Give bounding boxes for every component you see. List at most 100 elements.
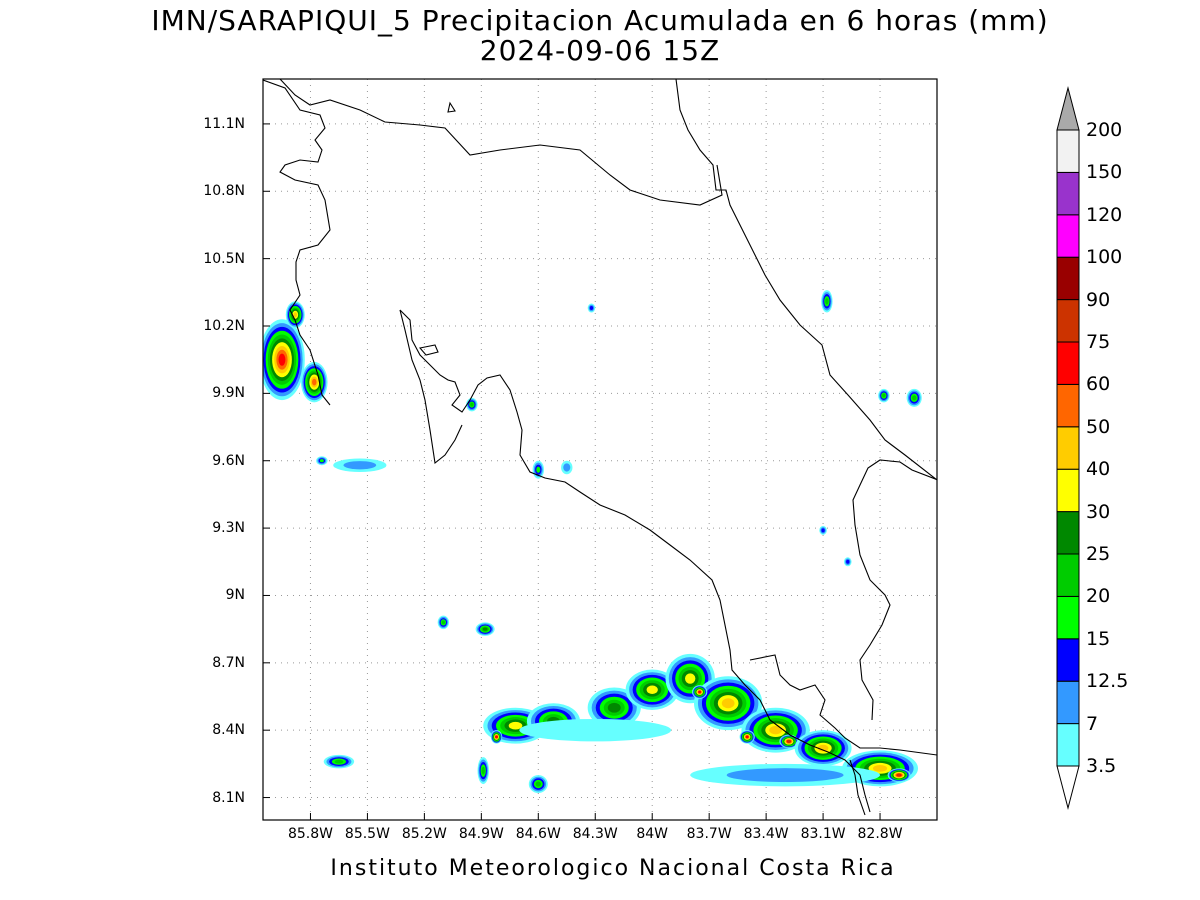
legend-swatch xyxy=(1056,383,1080,428)
legend-swatch xyxy=(1056,468,1080,513)
precip-contour xyxy=(293,312,298,318)
island xyxy=(418,344,439,356)
precip-contour xyxy=(312,378,317,386)
legend-swatch xyxy=(1056,680,1080,725)
map-frame xyxy=(262,78,938,821)
precip-cell xyxy=(693,676,763,731)
precip-cell xyxy=(690,763,881,787)
precip-contour xyxy=(441,620,445,625)
lon-tick-label: 85.2W xyxy=(401,826,447,842)
legend-level-label: 40 xyxy=(1086,458,1111,481)
lon-tick-label: 85.8W xyxy=(287,826,333,842)
legend-swatch xyxy=(1056,638,1080,682)
lat-tick-label: 10.8N xyxy=(203,183,245,200)
lat-tick-label: 9.9N xyxy=(212,385,245,402)
legend-swatch xyxy=(1056,341,1080,385)
precip-cell xyxy=(285,301,305,329)
precip-contour xyxy=(334,759,344,764)
legend-swatch xyxy=(1056,426,1080,470)
precip-contour xyxy=(519,718,672,742)
legend-level-label: 60 xyxy=(1086,373,1111,396)
precip-contour xyxy=(787,739,791,743)
precip-contour xyxy=(343,461,377,470)
precip-contour xyxy=(846,559,850,564)
lon-tick-label: 85.5W xyxy=(344,826,390,842)
precip-cell xyxy=(561,460,573,475)
lat-tick-label: 9N xyxy=(225,587,245,604)
precip-cell xyxy=(316,456,328,466)
lat-tick-label: 8.7N xyxy=(212,654,245,671)
legend-swatch xyxy=(1056,171,1080,216)
precip-contour xyxy=(470,402,474,407)
precip-cell xyxy=(779,734,799,749)
lon-tick-label: 84.6W xyxy=(515,826,561,842)
lon-tick-label: 84.3W xyxy=(572,826,618,842)
legend-level-label: 3.5 xyxy=(1086,755,1117,777)
precip-contour xyxy=(535,781,542,787)
lat-tick-label: 8.1N xyxy=(212,789,245,806)
nicoya-gulf-coast xyxy=(399,309,871,813)
lon-tick-label: 83.7W xyxy=(686,826,732,842)
legend-level-label: 25 xyxy=(1086,543,1111,565)
precip-cell xyxy=(587,687,641,728)
precip-cell xyxy=(843,557,852,567)
precip-contour xyxy=(872,765,888,772)
legend-level-label: 150 xyxy=(1086,161,1123,184)
lat-tick-label: 8.4N xyxy=(212,722,245,739)
legend-swatch xyxy=(1056,553,1080,597)
legend-level-label: 200 xyxy=(1086,119,1123,141)
legend-level-label: 15 xyxy=(1086,627,1111,650)
legend-lower-arrow xyxy=(1056,765,1080,810)
precip-contour xyxy=(897,773,901,777)
precip-cell xyxy=(466,397,478,412)
precip-contour xyxy=(769,726,782,735)
precip-cell xyxy=(477,757,489,785)
footer-credit: Instituto Meteorologico Nacional Costa R… xyxy=(330,856,896,881)
precip-contour xyxy=(646,685,658,695)
lat-tick-label: 11.1N xyxy=(203,115,245,132)
legend-level-label: 7 xyxy=(1086,712,1099,735)
guanacaste-coast xyxy=(263,79,331,406)
legend-level-label: 30 xyxy=(1086,500,1111,523)
precip-cell xyxy=(794,730,852,767)
lon-tick-label: 83.1W xyxy=(800,826,846,842)
nicaragua-border xyxy=(852,459,937,721)
precip-contour xyxy=(508,721,523,730)
panama-border xyxy=(749,654,937,756)
precip-cell xyxy=(821,290,833,313)
precip-cell xyxy=(300,361,328,403)
precip-cell xyxy=(819,525,827,535)
precip-contour xyxy=(825,298,829,305)
precip-contour xyxy=(726,768,844,782)
map-title: IMN/SARAPIQUI_5 Precipitacion Acumulada … xyxy=(151,4,1049,37)
legend-swatch xyxy=(1056,511,1080,555)
precip-cell xyxy=(532,460,544,479)
map-subtitle-date: 2024-09-06 15Z xyxy=(479,34,721,67)
precip-cell xyxy=(625,669,679,710)
lon-tick-label: 82.8W xyxy=(857,826,903,842)
precip-cell xyxy=(437,615,450,630)
precip-contour xyxy=(721,698,735,709)
legend-upper-arrow xyxy=(1056,86,1080,131)
legend-level-label: 50 xyxy=(1086,415,1111,438)
legend-level-label: 12.5 xyxy=(1086,670,1129,693)
precip-cell xyxy=(878,388,890,403)
legend-level-label: 100 xyxy=(1086,246,1123,269)
precip-cell xyxy=(528,775,548,794)
legend-swatch xyxy=(1056,723,1080,767)
precip-contour xyxy=(319,459,324,463)
precip-contour xyxy=(607,702,621,713)
precip-contour xyxy=(563,463,571,472)
precip-cell xyxy=(323,754,355,769)
legend-level-label: 20 xyxy=(1086,585,1111,608)
precip-cell xyxy=(906,388,922,407)
precip-cell xyxy=(739,730,755,744)
precip-cell xyxy=(263,319,305,401)
precip-contour xyxy=(684,673,696,684)
precip-cell xyxy=(490,730,503,744)
legend-level-label: 120 xyxy=(1086,203,1123,226)
precip-contour xyxy=(882,393,886,398)
precip-contour xyxy=(912,395,917,401)
legend-swatch xyxy=(1056,299,1080,343)
precip-cell xyxy=(475,622,495,636)
